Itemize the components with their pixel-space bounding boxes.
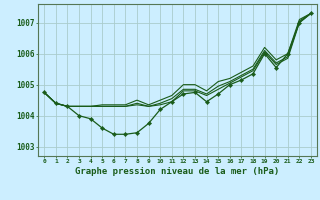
X-axis label: Graphe pression niveau de la mer (hPa): Graphe pression niveau de la mer (hPa) [76,167,280,176]
